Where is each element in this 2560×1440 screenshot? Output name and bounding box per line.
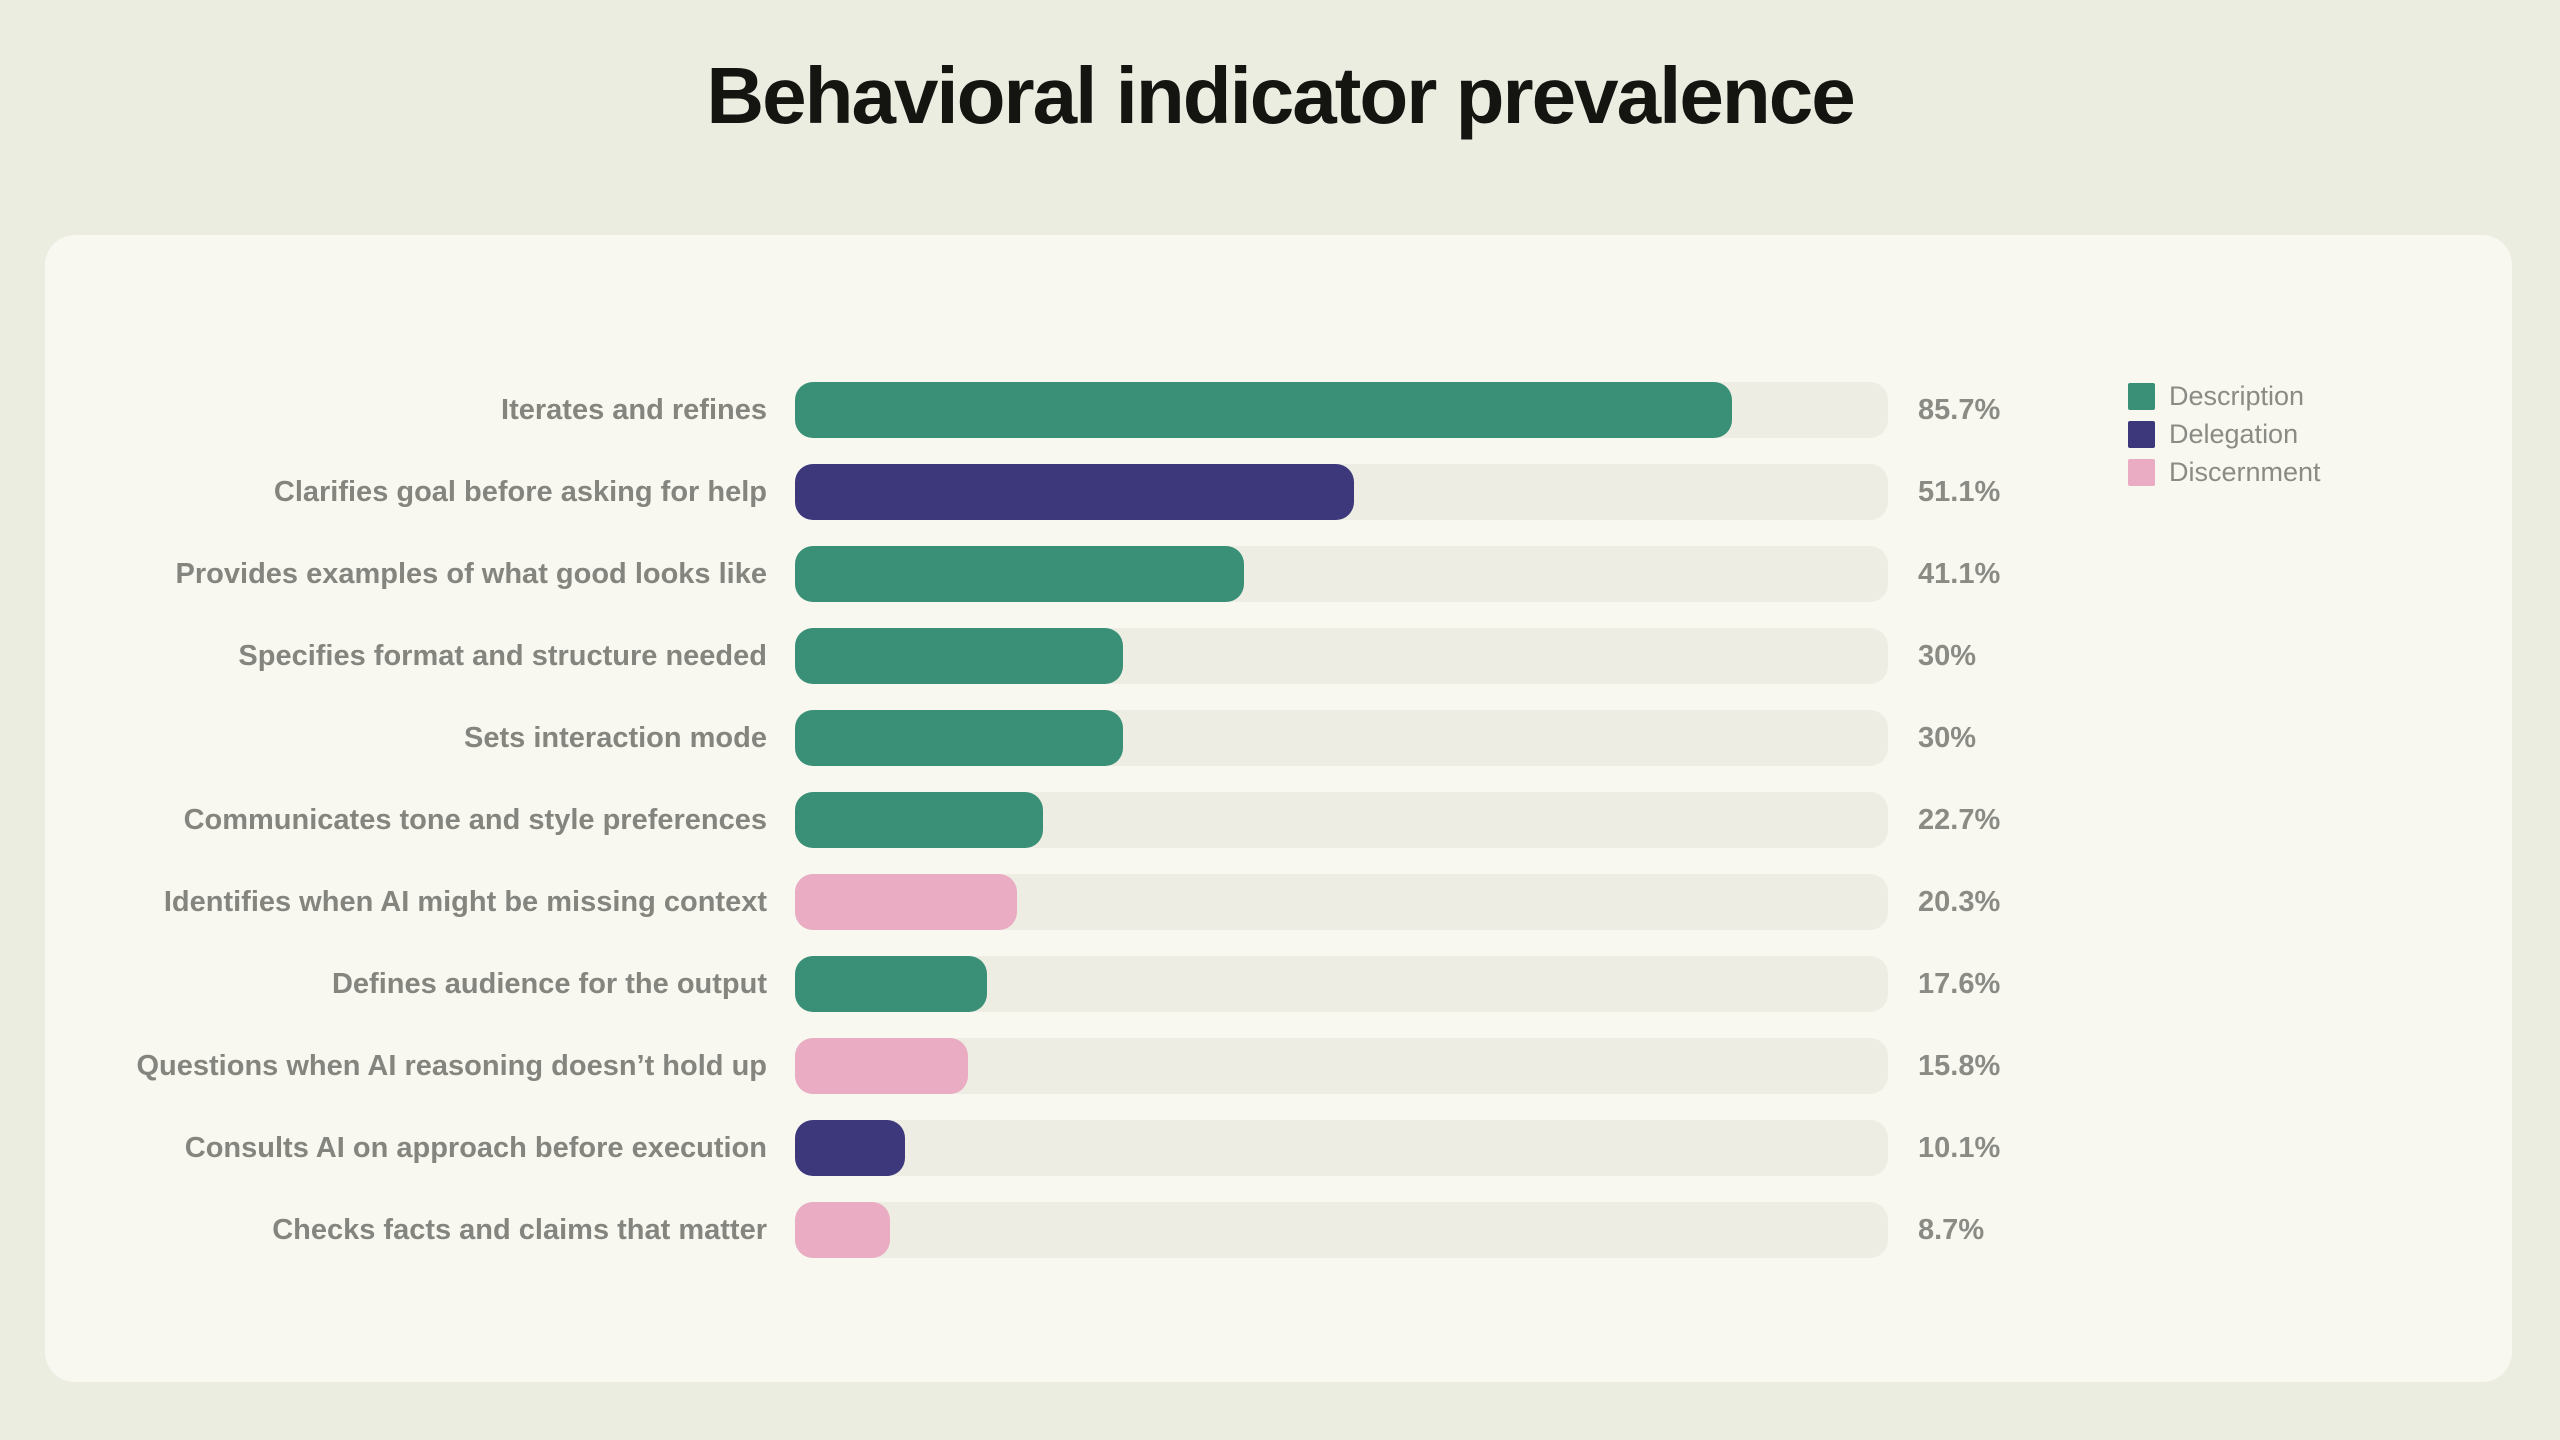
bar-track: [795, 1202, 1888, 1258]
bar-fill: [795, 874, 1017, 930]
legend-label: Delegation: [2169, 419, 2299, 449]
bar-fill: [795, 1120, 906, 1176]
bar-track: [795, 792, 1888, 848]
bar-value: 22.7%: [1918, 803, 2001, 836]
bar-row: Communicates tone and style preferences 2…: [45, 792, 2000, 848]
bar-label: Iterates and refines: [501, 393, 767, 426]
legend-swatch: [2128, 421, 2155, 448]
bar-label: Provides examples of what good looks lik…: [175, 557, 767, 590]
bar-track: [795, 382, 1888, 438]
bar-value: 20.3%: [1918, 885, 2001, 918]
legend-item: Discernment: [2128, 457, 2321, 487]
bar-track: [795, 1120, 1888, 1176]
bar-track: [795, 1038, 1888, 1094]
legend-item: Delegation: [2128, 419, 2321, 449]
bar-fill: [795, 382, 1732, 438]
bar-fill: [795, 1202, 891, 1258]
bar-value: 8.7%: [1918, 1213, 1985, 1246]
bar-label: Communicates tone and style preferences: [183, 803, 767, 836]
bar-value: 30%: [1918, 639, 1977, 672]
bar-value: 15.8%: [1918, 1049, 2001, 1082]
legend-item: Description: [2128, 381, 2321, 411]
bar-label: Sets interaction mode: [464, 721, 767, 754]
bar-fill: [795, 628, 1123, 684]
chart-title: Behavioral indicator prevalence: [706, 51, 1855, 140]
bar-fill: [795, 546, 1245, 602]
bar-track: [795, 546, 1888, 602]
bar-row: Defines audience for the output 17.6%: [45, 956, 2000, 1012]
bar-row: Checks facts and claims that matter 8.7%: [45, 1202, 2000, 1258]
bar-row: Questions when AI reasoning doesn’t hold…: [45, 1038, 2000, 1094]
bar-label: Defines audience for the output: [331, 967, 767, 1000]
bar-label: Clarifies goal before asking for help: [273, 475, 767, 508]
bar-value: 41.1%: [1918, 557, 2001, 590]
legend-swatch: [2128, 459, 2155, 486]
bar-row: Consults AI on approach before execution…: [45, 1120, 2000, 1176]
bar-value: 30%: [1918, 721, 1977, 754]
bar-fill: [795, 792, 1044, 848]
bar-row: Clarifies goal before asking for help 51.…: [45, 464, 2000, 520]
bar-track: [795, 710, 1888, 766]
bar-row: Provides examples of what good looks lik…: [45, 546, 2000, 602]
chart-card: Iterates and refines 85.7% Clarifies goal …: [45, 235, 2512, 1382]
bar-value: 51.1%: [1918, 475, 2001, 508]
bar-value: 17.6%: [1918, 967, 2001, 1000]
bar-row: Sets interaction mode 30%: [45, 710, 2000, 766]
legend-swatch: [2128, 383, 2155, 410]
bar-rows: Iterates and refines 85.7% Clarifies goal …: [45, 382, 2000, 1258]
bar-label: Identifies when AI might be missing cont…: [163, 885, 767, 918]
bar-track: [795, 464, 1888, 520]
bar-fill: [795, 956, 988, 1012]
bar-label: Questions when AI reasoning doesn’t hold…: [136, 1049, 767, 1082]
bar-row: Iterates and refines 85.7%: [45, 382, 2000, 438]
bar-fill: [795, 710, 1123, 766]
bar-label: Specifies format and structure needed: [238, 639, 767, 672]
bar-track: [795, 874, 1888, 930]
bar-label: Consults AI on approach before execution: [184, 1131, 767, 1164]
legend-label: Discernment: [2169, 457, 2321, 487]
legend-label: Description: [2169, 381, 2305, 411]
bar-value: 10.1%: [1918, 1131, 2001, 1164]
bar-track: [795, 956, 1888, 1012]
legend: Description Delegation Discernment: [2128, 381, 2321, 487]
bar-fill: [795, 464, 1354, 520]
bar-value: 85.7%: [1918, 393, 2001, 426]
bar-fill: [795, 1038, 968, 1094]
bar-label: Checks facts and claims that matter: [272, 1213, 767, 1246]
bar-row: Specifies format and structure needed 30%: [45, 628, 2000, 684]
bar-row: Identifies when AI might be missing cont…: [45, 874, 2000, 930]
bar-track: [795, 628, 1888, 684]
